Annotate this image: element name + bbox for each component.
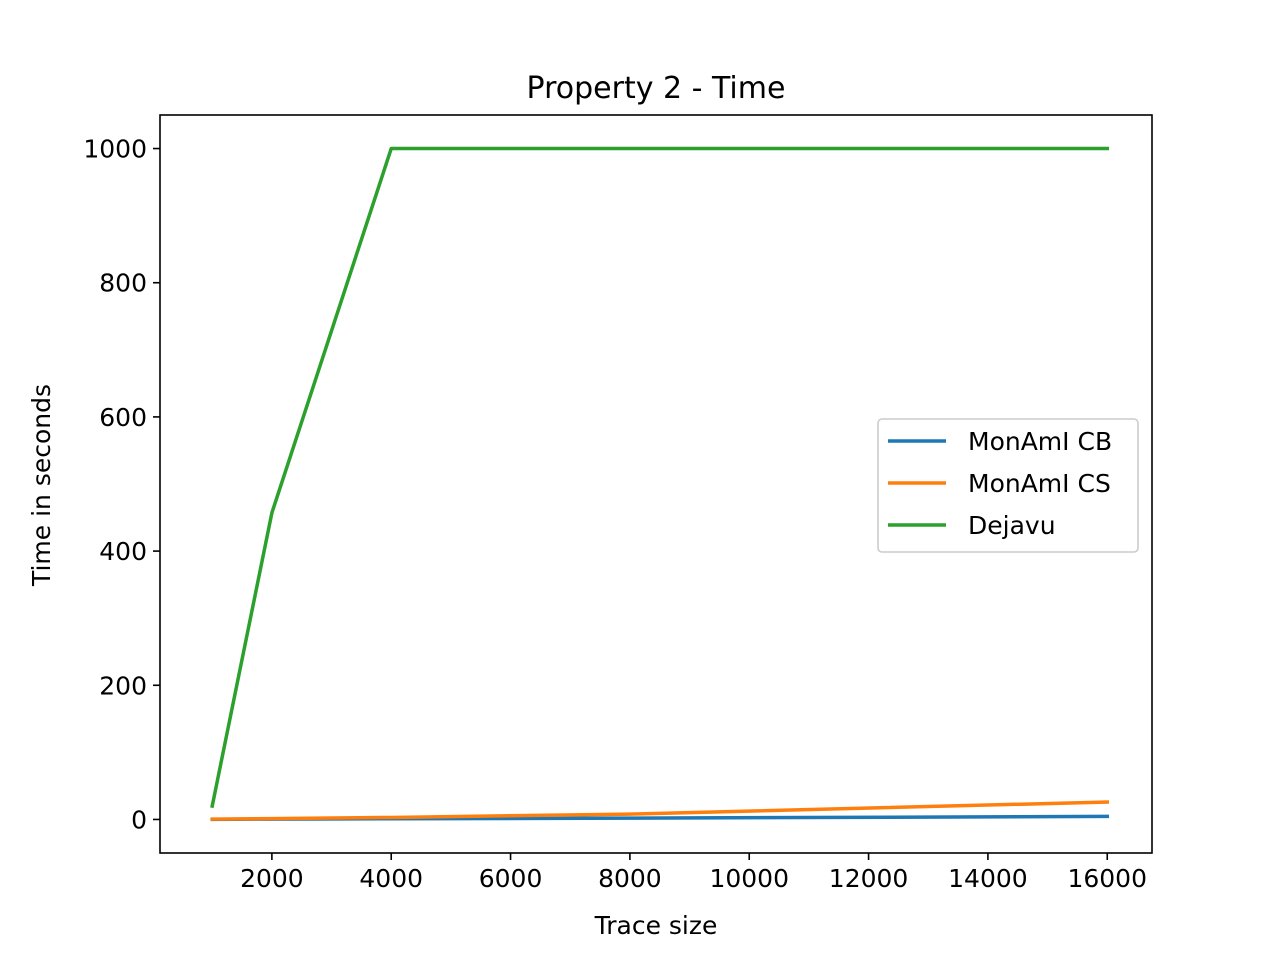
legend-label: MonAmI CB — [968, 427, 1112, 456]
x-tick-label: 16000 — [1067, 864, 1147, 893]
plot-area: 2000 4000 6000 8000 10000 12000 14000 16000 0 200… — [83, 114, 1153, 893]
x-tick-label: 4000 — [359, 864, 423, 893]
y-tick-label: 1000 — [83, 135, 147, 164]
y-tick-label: 200 — [99, 671, 147, 700]
y-tick-label: 600 — [99, 403, 147, 432]
x-tick-label: 12000 — [829, 864, 909, 893]
plot-frame — [159, 114, 1153, 854]
series-line-monami-cs — [210, 800, 1110, 821]
legend: MonAmI CB MonAmI CS Dejavu — [877, 418, 1139, 553]
x-tick-label: 8000 — [598, 864, 662, 893]
legend-box — [877, 418, 1139, 553]
x-tick-label: 10000 — [709, 864, 789, 893]
legend-label: Dejavu — [968, 511, 1056, 540]
legend-label: MonAmI CS — [968, 469, 1111, 498]
x-tick-label: 2000 — [240, 864, 304, 893]
y-tick-label: 800 — [99, 269, 147, 298]
series-line-dejavu — [210, 146, 1109, 809]
x-axis-label: Trace size — [594, 911, 718, 940]
x-tick-label: 14000 — [948, 864, 1028, 893]
y-tick-label: 0 — [131, 805, 147, 834]
x-tick-label: 6000 — [479, 864, 543, 893]
chart-title: Property 2 - Time — [527, 71, 786, 106]
y-axis-label: Time in seconds — [27, 384, 56, 587]
y-tick-label: 400 — [99, 537, 147, 566]
